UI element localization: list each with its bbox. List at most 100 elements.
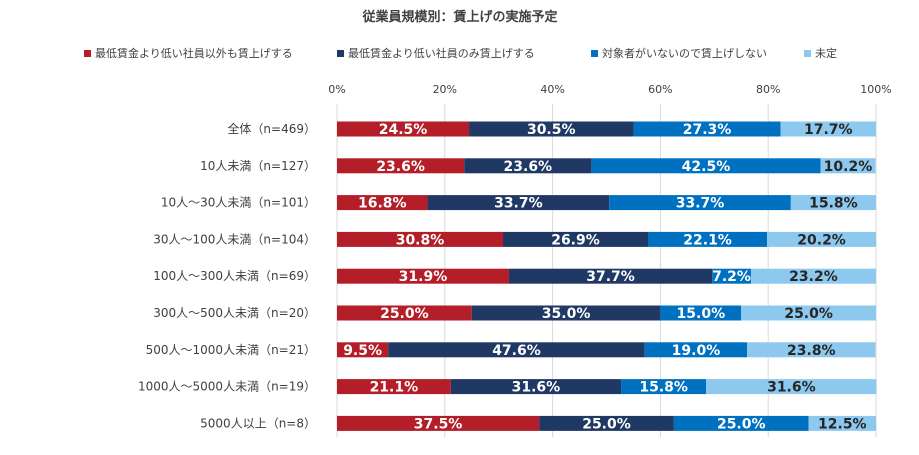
category-label: 5000人以上（n=8） — [200, 416, 316, 430]
value-label: 47.6% — [492, 343, 541, 359]
x-tick-label: 80% — [756, 83, 780, 96]
bar-segment — [337, 121, 470, 137]
value-label: 31.9% — [399, 269, 448, 285]
value-label: 23.8% — [787, 343, 836, 359]
legend-swatch — [337, 50, 344, 57]
value-label: 30.8% — [396, 232, 445, 248]
bar-segment — [750, 268, 876, 284]
x-tick-label: 40% — [540, 83, 564, 96]
value-label: 24.5% — [379, 122, 428, 138]
value-label: 23.6% — [504, 159, 553, 175]
value-label: 12.5% — [818, 416, 867, 432]
bar-segment — [712, 268, 751, 284]
value-label: 17.7% — [804, 122, 853, 138]
bar-segment — [820, 158, 876, 174]
bar-segment — [388, 342, 645, 358]
category-label: 30人～100人未満（n=104） — [153, 232, 316, 246]
bar-segment — [648, 231, 768, 247]
bar-segment — [767, 231, 876, 247]
legend-label: 対象者がいないので賃上げしない — [602, 46, 767, 60]
value-label: 33.7% — [494, 196, 543, 212]
value-label: 7.2% — [712, 269, 751, 285]
value-label: 9.5% — [343, 343, 382, 359]
value-label: 23.2% — [789, 269, 838, 285]
bar-segment — [808, 415, 876, 431]
x-tick-label: 100% — [860, 83, 891, 96]
bar-segment — [471, 305, 661, 321]
bar-segment — [633, 121, 781, 137]
bar-segment — [337, 305, 472, 321]
bar-segment — [337, 195, 428, 211]
category-label: 100人～300人未満（n=69） — [153, 269, 316, 283]
bar-segment — [337, 415, 540, 431]
bar-segment — [450, 379, 622, 395]
bar-segment — [741, 305, 876, 321]
bar-segment — [337, 231, 504, 247]
bar-segment — [469, 121, 634, 137]
value-label: 31.6% — [512, 380, 561, 396]
value-label: 25.0% — [717, 416, 766, 432]
chart-legend: 最低賃金より低い社員以外も賃上げする 最低賃金より低い社員のみ賃上げする 対象者がい… — [84, 46, 837, 60]
bar-segment — [747, 342, 876, 358]
bar-segment — [337, 268, 509, 284]
bar-segment — [427, 195, 610, 211]
category-label: 10人未満（n=127） — [200, 159, 316, 173]
value-label: 23.6% — [376, 159, 425, 175]
value-label: 30.5% — [527, 122, 576, 138]
legend-swatch — [804, 50, 811, 57]
value-label: 25.0% — [380, 306, 429, 322]
category-label: 500人～1000人未満（n=21） — [146, 343, 316, 357]
legend-label: 最低賃金より低い社員以外も賃上げする — [95, 46, 293, 60]
bar-segment — [464, 158, 592, 174]
bar-segment — [337, 342, 389, 358]
bar-segment — [673, 415, 809, 431]
value-label: 10.2% — [824, 159, 873, 175]
value-label: 20.2% — [797, 232, 846, 248]
bar-segments — [337, 121, 877, 431]
legend-label: 最低賃金より低い社員のみ賃上げする — [348, 46, 535, 60]
x-tick-label: 20% — [433, 83, 457, 96]
bar-segment — [706, 379, 877, 395]
bar-segment — [621, 379, 707, 395]
category-label: 10人～30人未満（n=101） — [161, 196, 316, 210]
category-label: 全体（n=469） — [227, 121, 316, 136]
value-label: 15.8% — [639, 380, 688, 396]
category-label: 300人～500人未満（n=20） — [153, 306, 316, 320]
legend-swatch — [591, 50, 598, 57]
bar-segment — [591, 158, 821, 174]
x-axis-ticks: 0% 20% 40% 60% 80% 100% — [328, 83, 891, 96]
bar-segment — [539, 415, 674, 431]
x-tick-label: 0% — [328, 83, 345, 96]
x-tick-label: 60% — [648, 83, 672, 96]
chart-title: 従業員規模別：賃上げの実施予定 — [361, 9, 557, 25]
legend-label: 未定 — [815, 46, 837, 60]
value-label: 16.8% — [358, 196, 407, 212]
bar-segment — [503, 231, 649, 247]
value-labels: 24.5% 30.5% 27.3% 17.7% 23.6% 23.6% 42.5% 10.2%… — [343, 122, 872, 432]
bar-segment — [508, 268, 713, 284]
value-label: 37.7% — [586, 269, 635, 285]
value-label: 15.0% — [677, 306, 726, 322]
value-label: 31.6% — [767, 380, 816, 396]
bar-segment — [609, 195, 791, 211]
value-label: 27.3% — [683, 122, 732, 138]
value-label: 25.0% — [582, 416, 631, 432]
legend-swatch — [84, 50, 91, 57]
value-label: 19.0% — [672, 343, 721, 359]
bar-segment — [790, 195, 876, 211]
value-label: 42.5% — [682, 159, 731, 175]
value-label: 33.7% — [676, 196, 725, 212]
value-label: 15.8% — [809, 196, 858, 212]
value-label: 26.9% — [551, 232, 600, 248]
value-label: 35.0% — [542, 306, 591, 322]
value-label: 37.5% — [414, 416, 463, 432]
value-label: 22.1% — [683, 232, 732, 248]
bar-segment — [337, 158, 465, 174]
value-label: 25.0% — [784, 306, 833, 322]
bar-segment — [337, 379, 451, 395]
value-label: 21.1% — [370, 380, 419, 396]
bar-segment — [660, 305, 742, 321]
category-labels: 全体（n=469） 10人未満（n=127） 10人～30人未満（n=101） 30人… — [138, 121, 316, 430]
bar-segment — [644, 342, 748, 358]
